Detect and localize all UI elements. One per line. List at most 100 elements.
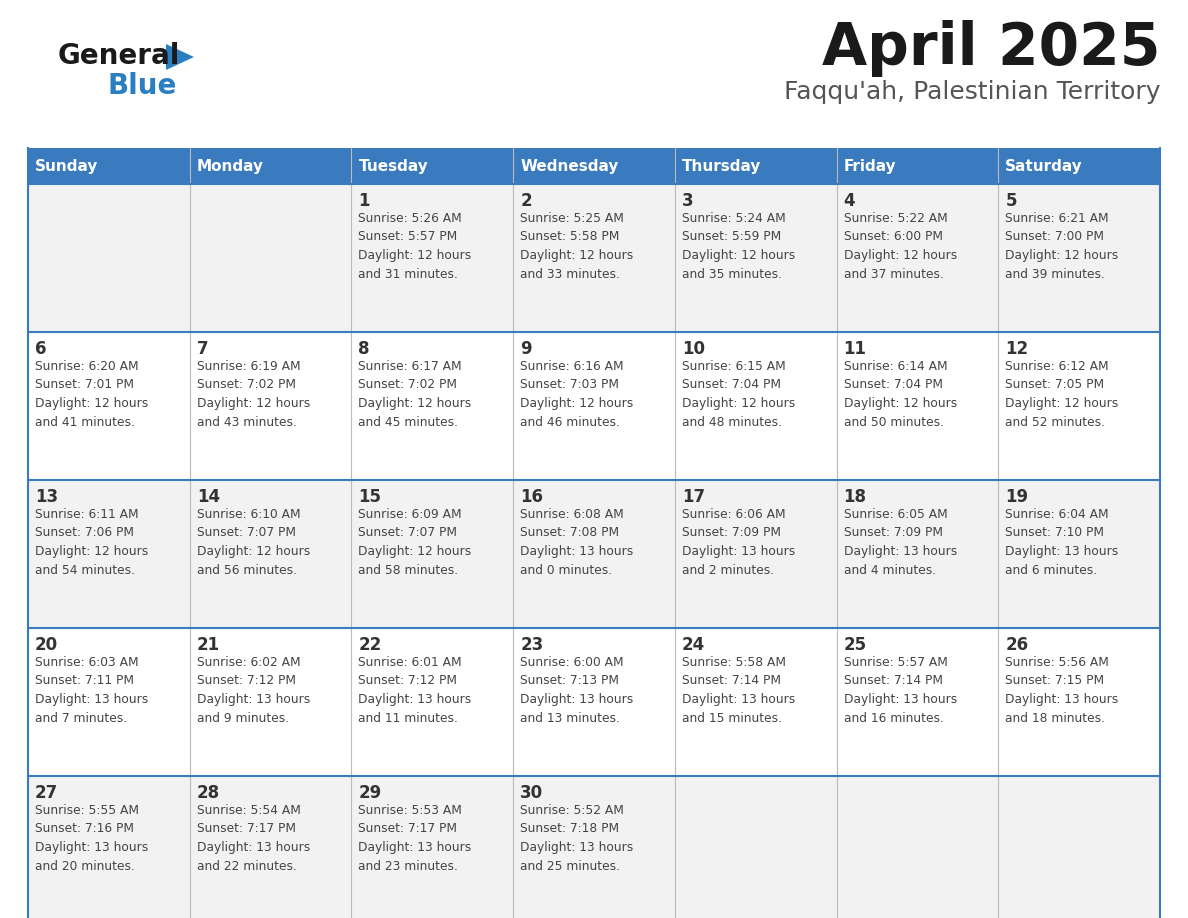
FancyBboxPatch shape xyxy=(675,776,836,918)
Text: Sunrise: 5:54 AM
Sunset: 7:17 PM
Daylight: 13 hours
and 22 minutes.: Sunrise: 5:54 AM Sunset: 7:17 PM Dayligh… xyxy=(197,804,310,872)
FancyBboxPatch shape xyxy=(513,148,675,184)
Text: Sunrise: 6:19 AM
Sunset: 7:02 PM
Daylight: 12 hours
and 43 minutes.: Sunrise: 6:19 AM Sunset: 7:02 PM Dayligh… xyxy=(197,360,310,429)
Text: 24: 24 xyxy=(682,636,706,654)
FancyBboxPatch shape xyxy=(675,480,836,628)
Text: 30: 30 xyxy=(520,784,543,802)
FancyBboxPatch shape xyxy=(29,148,190,184)
Text: Sunrise: 6:06 AM
Sunset: 7:09 PM
Daylight: 13 hours
and 2 minutes.: Sunrise: 6:06 AM Sunset: 7:09 PM Dayligh… xyxy=(682,508,795,577)
Text: Friday: Friday xyxy=(843,159,896,174)
Text: Sunrise: 6:16 AM
Sunset: 7:03 PM
Daylight: 12 hours
and 46 minutes.: Sunrise: 6:16 AM Sunset: 7:03 PM Dayligh… xyxy=(520,360,633,429)
Text: 28: 28 xyxy=(197,784,220,802)
Text: Sunrise: 6:21 AM
Sunset: 7:00 PM
Daylight: 12 hours
and 39 minutes.: Sunrise: 6:21 AM Sunset: 7:00 PM Dayligh… xyxy=(1005,212,1119,281)
Text: Sunrise: 5:58 AM
Sunset: 7:14 PM
Daylight: 13 hours
and 15 minutes.: Sunrise: 5:58 AM Sunset: 7:14 PM Dayligh… xyxy=(682,656,795,724)
FancyBboxPatch shape xyxy=(352,628,513,776)
Text: Sunrise: 6:09 AM
Sunset: 7:07 PM
Daylight: 12 hours
and 58 minutes.: Sunrise: 6:09 AM Sunset: 7:07 PM Dayligh… xyxy=(359,508,472,577)
Text: 14: 14 xyxy=(197,488,220,506)
Text: 10: 10 xyxy=(682,340,704,358)
Text: Sunrise: 6:00 AM
Sunset: 7:13 PM
Daylight: 13 hours
and 13 minutes.: Sunrise: 6:00 AM Sunset: 7:13 PM Dayligh… xyxy=(520,656,633,724)
Text: Sunrise: 5:57 AM
Sunset: 7:14 PM
Daylight: 13 hours
and 16 minutes.: Sunrise: 5:57 AM Sunset: 7:14 PM Dayligh… xyxy=(843,656,956,724)
FancyBboxPatch shape xyxy=(352,480,513,628)
Text: Monday: Monday xyxy=(197,159,264,174)
Text: Sunrise: 6:11 AM
Sunset: 7:06 PM
Daylight: 12 hours
and 54 minutes.: Sunrise: 6:11 AM Sunset: 7:06 PM Dayligh… xyxy=(34,508,148,577)
FancyBboxPatch shape xyxy=(352,148,513,184)
Text: Sunrise: 5:55 AM
Sunset: 7:16 PM
Daylight: 13 hours
and 20 minutes.: Sunrise: 5:55 AM Sunset: 7:16 PM Dayligh… xyxy=(34,804,148,872)
Text: Sunrise: 5:26 AM
Sunset: 5:57 PM
Daylight: 12 hours
and 31 minutes.: Sunrise: 5:26 AM Sunset: 5:57 PM Dayligh… xyxy=(359,212,472,281)
FancyBboxPatch shape xyxy=(836,148,998,184)
FancyBboxPatch shape xyxy=(352,332,513,480)
Text: 25: 25 xyxy=(843,636,867,654)
FancyBboxPatch shape xyxy=(513,184,675,332)
FancyBboxPatch shape xyxy=(29,184,190,332)
Text: 6: 6 xyxy=(34,340,46,358)
Text: Blue: Blue xyxy=(108,72,177,100)
FancyBboxPatch shape xyxy=(675,184,836,332)
FancyBboxPatch shape xyxy=(836,332,998,480)
Text: 3: 3 xyxy=(682,192,694,210)
Text: Sunrise: 5:52 AM
Sunset: 7:18 PM
Daylight: 13 hours
and 25 minutes.: Sunrise: 5:52 AM Sunset: 7:18 PM Dayligh… xyxy=(520,804,633,872)
FancyBboxPatch shape xyxy=(675,148,836,184)
Text: 22: 22 xyxy=(359,636,381,654)
Text: 15: 15 xyxy=(359,488,381,506)
Text: 19: 19 xyxy=(1005,488,1029,506)
FancyBboxPatch shape xyxy=(352,184,513,332)
FancyBboxPatch shape xyxy=(190,332,352,480)
FancyBboxPatch shape xyxy=(190,148,352,184)
Text: Saturday: Saturday xyxy=(1005,159,1083,174)
FancyBboxPatch shape xyxy=(29,776,190,918)
Text: Sunrise: 6:05 AM
Sunset: 7:09 PM
Daylight: 13 hours
and 4 minutes.: Sunrise: 6:05 AM Sunset: 7:09 PM Dayligh… xyxy=(843,508,956,577)
FancyBboxPatch shape xyxy=(998,148,1159,184)
Text: 12: 12 xyxy=(1005,340,1029,358)
Text: 20: 20 xyxy=(34,636,58,654)
Text: 7: 7 xyxy=(197,340,208,358)
FancyBboxPatch shape xyxy=(190,480,352,628)
Text: Sunrise: 6:01 AM
Sunset: 7:12 PM
Daylight: 13 hours
and 11 minutes.: Sunrise: 6:01 AM Sunset: 7:12 PM Dayligh… xyxy=(359,656,472,724)
FancyBboxPatch shape xyxy=(513,776,675,918)
FancyBboxPatch shape xyxy=(998,480,1159,628)
Text: 26: 26 xyxy=(1005,636,1029,654)
FancyBboxPatch shape xyxy=(352,776,513,918)
Text: Thursday: Thursday xyxy=(682,159,762,174)
Text: 2: 2 xyxy=(520,192,532,210)
Text: 5: 5 xyxy=(1005,192,1017,210)
Text: 4: 4 xyxy=(843,192,855,210)
FancyBboxPatch shape xyxy=(190,776,352,918)
FancyBboxPatch shape xyxy=(998,628,1159,776)
Text: 8: 8 xyxy=(359,340,369,358)
FancyBboxPatch shape xyxy=(998,332,1159,480)
FancyBboxPatch shape xyxy=(836,184,998,332)
FancyBboxPatch shape xyxy=(998,776,1159,918)
FancyBboxPatch shape xyxy=(513,628,675,776)
Text: Wednesday: Wednesday xyxy=(520,159,619,174)
Text: Sunrise: 6:17 AM
Sunset: 7:02 PM
Daylight: 12 hours
and 45 minutes.: Sunrise: 6:17 AM Sunset: 7:02 PM Dayligh… xyxy=(359,360,472,429)
Text: Sunrise: 6:02 AM
Sunset: 7:12 PM
Daylight: 13 hours
and 9 minutes.: Sunrise: 6:02 AM Sunset: 7:12 PM Dayligh… xyxy=(197,656,310,724)
Text: Sunrise: 6:12 AM
Sunset: 7:05 PM
Daylight: 12 hours
and 52 minutes.: Sunrise: 6:12 AM Sunset: 7:05 PM Dayligh… xyxy=(1005,360,1119,429)
FancyBboxPatch shape xyxy=(513,480,675,628)
Text: Sunrise: 6:10 AM
Sunset: 7:07 PM
Daylight: 12 hours
and 56 minutes.: Sunrise: 6:10 AM Sunset: 7:07 PM Dayligh… xyxy=(197,508,310,577)
Text: Sunrise: 6:20 AM
Sunset: 7:01 PM
Daylight: 12 hours
and 41 minutes.: Sunrise: 6:20 AM Sunset: 7:01 PM Dayligh… xyxy=(34,360,148,429)
Text: Sunrise: 5:22 AM
Sunset: 6:00 PM
Daylight: 12 hours
and 37 minutes.: Sunrise: 5:22 AM Sunset: 6:00 PM Dayligh… xyxy=(843,212,956,281)
Text: 27: 27 xyxy=(34,784,58,802)
Text: 9: 9 xyxy=(520,340,532,358)
Text: 11: 11 xyxy=(843,340,866,358)
Text: 13: 13 xyxy=(34,488,58,506)
Text: Faqqu'ah, Palestinian Territory: Faqqu'ah, Palestinian Territory xyxy=(784,80,1159,104)
FancyBboxPatch shape xyxy=(29,480,190,628)
Text: 1: 1 xyxy=(359,192,369,210)
Polygon shape xyxy=(166,44,194,70)
Text: Sunrise: 6:04 AM
Sunset: 7:10 PM
Daylight: 13 hours
and 6 minutes.: Sunrise: 6:04 AM Sunset: 7:10 PM Dayligh… xyxy=(1005,508,1119,577)
Text: 21: 21 xyxy=(197,636,220,654)
FancyBboxPatch shape xyxy=(29,628,190,776)
FancyBboxPatch shape xyxy=(190,628,352,776)
Text: Sunrise: 6:15 AM
Sunset: 7:04 PM
Daylight: 12 hours
and 48 minutes.: Sunrise: 6:15 AM Sunset: 7:04 PM Dayligh… xyxy=(682,360,795,429)
FancyBboxPatch shape xyxy=(513,332,675,480)
Text: Sunrise: 5:56 AM
Sunset: 7:15 PM
Daylight: 13 hours
and 18 minutes.: Sunrise: 5:56 AM Sunset: 7:15 PM Dayligh… xyxy=(1005,656,1119,724)
Text: Tuesday: Tuesday xyxy=(359,159,428,174)
Text: April 2025: April 2025 xyxy=(821,20,1159,77)
Text: Sunrise: 6:03 AM
Sunset: 7:11 PM
Daylight: 13 hours
and 7 minutes.: Sunrise: 6:03 AM Sunset: 7:11 PM Dayligh… xyxy=(34,656,148,724)
Text: Sunrise: 6:14 AM
Sunset: 7:04 PM
Daylight: 12 hours
and 50 minutes.: Sunrise: 6:14 AM Sunset: 7:04 PM Dayligh… xyxy=(843,360,956,429)
Text: Sunrise: 6:08 AM
Sunset: 7:08 PM
Daylight: 13 hours
and 0 minutes.: Sunrise: 6:08 AM Sunset: 7:08 PM Dayligh… xyxy=(520,508,633,577)
Text: 23: 23 xyxy=(520,636,543,654)
FancyBboxPatch shape xyxy=(998,184,1159,332)
FancyBboxPatch shape xyxy=(675,332,836,480)
Text: 18: 18 xyxy=(843,488,866,506)
